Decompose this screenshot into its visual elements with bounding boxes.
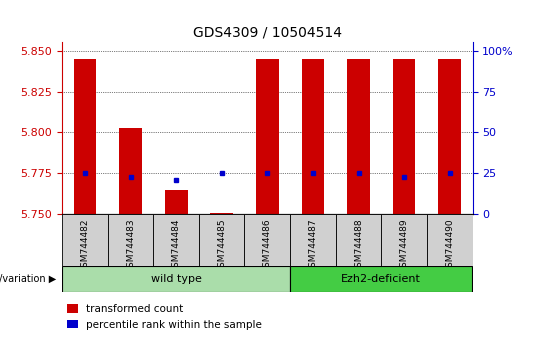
Text: GSM744484: GSM744484 (172, 218, 180, 273)
Text: GSM744482: GSM744482 (80, 218, 90, 273)
Text: Ezh2-deficient: Ezh2-deficient (341, 274, 421, 284)
Text: GSM744489: GSM744489 (400, 218, 409, 273)
Bar (347, 59, 370, 214)
Legend: transformed count, percentile rank within the sample: transformed count, percentile rank withi… (68, 304, 262, 330)
Bar (427, 214, 472, 266)
Text: GSM744486: GSM744486 (263, 218, 272, 273)
Bar (62, 214, 107, 266)
Bar (393, 59, 415, 214)
Text: genotype/variation ▶: genotype/variation ▶ (0, 274, 57, 284)
Bar (210, 212, 233, 214)
Bar (256, 59, 279, 214)
Bar (245, 214, 290, 266)
Bar (107, 214, 153, 266)
Text: GSM744490: GSM744490 (445, 218, 454, 273)
Text: GSM744485: GSM744485 (217, 218, 226, 273)
Bar (62, 266, 290, 292)
Bar (301, 59, 325, 214)
Text: wild type: wild type (151, 274, 201, 284)
Bar (438, 59, 461, 214)
Bar (153, 214, 199, 266)
Text: GSM744483: GSM744483 (126, 218, 135, 273)
Bar (199, 214, 245, 266)
Text: GSM744487: GSM744487 (308, 218, 318, 273)
Bar (119, 127, 142, 214)
Text: GSM744488: GSM744488 (354, 218, 363, 273)
Bar (381, 214, 427, 266)
Bar (290, 266, 472, 292)
Bar (165, 190, 187, 214)
Title: GDS4309 / 10504514: GDS4309 / 10504514 (193, 26, 342, 40)
Bar (336, 214, 381, 266)
Bar (73, 59, 96, 214)
Bar (290, 214, 336, 266)
